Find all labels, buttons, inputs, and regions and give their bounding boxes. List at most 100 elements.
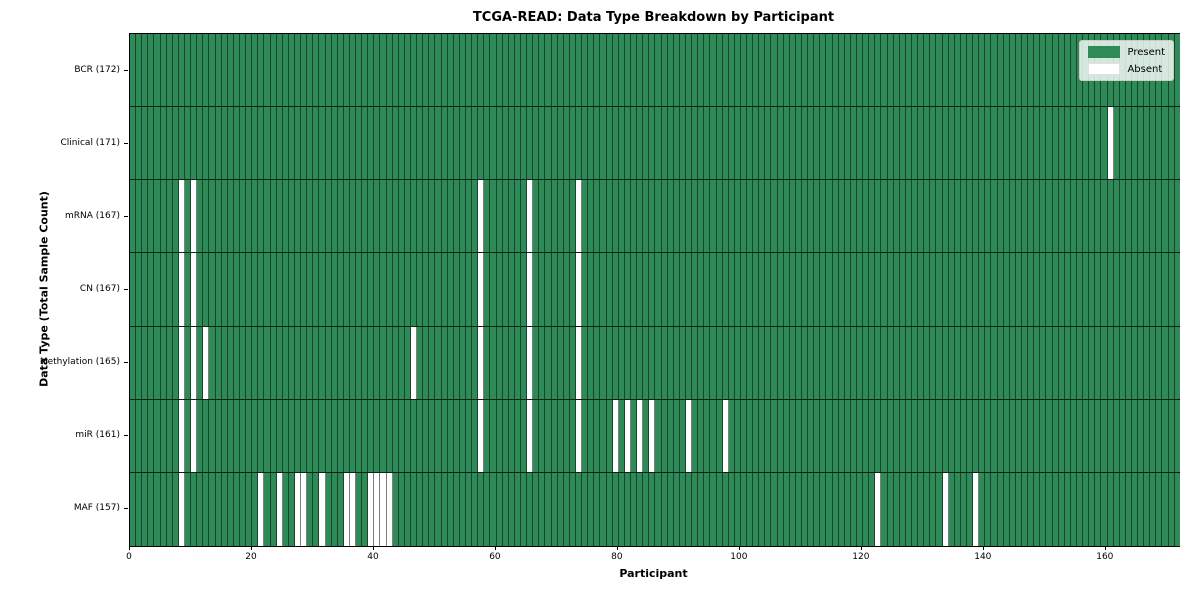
heatmap-cell	[356, 180, 363, 253]
heatmap-cell	[1046, 326, 1053, 399]
heatmap-cell	[423, 326, 430, 399]
heatmap-cell	[1083, 472, 1090, 546]
heatmap-cell	[209, 326, 216, 399]
heatmap-cell	[227, 107, 234, 180]
heatmap-cell	[1058, 107, 1065, 180]
heatmap-cell	[545, 180, 552, 253]
heatmap-cell	[844, 34, 851, 107]
heatmap-cell	[527, 34, 534, 107]
heatmap-cell	[148, 472, 155, 546]
heatmap-cell	[1119, 326, 1126, 399]
heatmap-cell	[521, 472, 528, 546]
heatmap-cell	[1150, 399, 1157, 472]
heatmap-cell	[1083, 253, 1090, 326]
heatmap-cell	[130, 180, 137, 253]
heatmap-cell	[484, 107, 491, 180]
heatmap-cell	[685, 180, 693, 253]
heatmap-cell	[527, 399, 534, 472]
heatmap-cell	[1119, 253, 1126, 326]
heatmap-cell	[912, 107, 919, 180]
heatmap-cell	[661, 180, 668, 253]
heatmap-cell	[948, 253, 955, 326]
heatmap-cell	[1052, 253, 1059, 326]
heatmap-cell	[753, 253, 760, 326]
heatmap-cell	[905, 107, 912, 180]
heatmap-cell	[386, 34, 393, 107]
heatmap-cell	[435, 180, 442, 253]
heatmap-cell	[795, 34, 803, 107]
heatmap-cell	[221, 34, 228, 107]
heatmap-cell	[136, 180, 143, 253]
heatmap-cell	[301, 253, 308, 326]
heatmap-cell	[575, 180, 583, 253]
heatmap-cell	[276, 472, 283, 546]
heatmap-cell	[1083, 180, 1090, 253]
x-axis-tick	[372, 546, 374, 550]
heatmap-cell	[374, 326, 381, 399]
heatmap-cell	[942, 34, 949, 107]
heatmap-cell	[1021, 326, 1029, 399]
heatmap-cell	[307, 34, 314, 107]
heatmap-cell	[966, 107, 974, 180]
heatmap-cell	[1138, 399, 1145, 472]
heatmap-cell	[655, 253, 662, 326]
heatmap-cell	[606, 180, 613, 253]
heatmap-cell	[912, 180, 919, 253]
heatmap-cell	[606, 34, 613, 107]
heatmap-cell	[227, 326, 234, 399]
heatmap-cell	[343, 253, 350, 326]
heatmap-cell	[704, 399, 711, 472]
heatmap-cell	[130, 472, 137, 546]
heatmap-cell	[453, 34, 460, 107]
heatmap-cell	[747, 34, 754, 107]
heatmap-cell	[148, 253, 155, 326]
heatmap-cell	[239, 326, 247, 399]
heatmap-cell	[466, 107, 473, 180]
heatmap-cell	[514, 107, 521, 180]
heatmap-cell	[264, 472, 271, 546]
heatmap-cell	[783, 472, 790, 546]
heatmap-cell	[239, 253, 247, 326]
heatmap-cell	[826, 399, 833, 472]
heatmap-cell	[1034, 180, 1041, 253]
heatmap-cell	[227, 34, 234, 107]
heatmap-cell	[569, 180, 576, 253]
heatmap-cell	[582, 399, 589, 472]
heatmap-cell	[258, 180, 265, 253]
heatmap-cell	[918, 399, 925, 472]
heatmap-cell	[252, 180, 259, 253]
heatmap-cell	[1101, 180, 1108, 253]
heatmap-cell	[221, 326, 228, 399]
heatmap-cell	[264, 34, 271, 107]
heatmap-cell	[1015, 253, 1022, 326]
heatmap-cell	[1058, 180, 1065, 253]
heatmap-cell	[1083, 399, 1090, 472]
heatmap-cell	[869, 34, 876, 107]
heatmap-cell	[130, 253, 137, 326]
heatmap-cell	[679, 107, 686, 180]
x-tick-label: 80	[611, 552, 623, 562]
heatmap-cell	[679, 472, 686, 546]
heatmap-cell	[795, 253, 803, 326]
heatmap-cell	[765, 107, 772, 180]
heatmap-cell	[973, 253, 980, 326]
heatmap-cell	[594, 326, 601, 399]
heatmap-cell	[1003, 326, 1010, 399]
heatmap-cell	[545, 253, 552, 326]
heatmap-cell	[356, 472, 363, 546]
heatmap-cell	[184, 253, 192, 326]
heatmap-cell	[557, 399, 564, 472]
legend: Present Absent	[1079, 40, 1174, 81]
heatmap-cell	[979, 326, 986, 399]
heatmap-cell	[343, 472, 350, 546]
heatmap-cell	[716, 34, 723, 107]
heatmap-cell	[514, 253, 521, 326]
heatmap-cell	[215, 107, 222, 180]
heatmap-cell	[337, 472, 344, 546]
heatmap-cell	[472, 326, 479, 399]
heatmap-cell	[136, 399, 143, 472]
heatmap-cell	[765, 253, 772, 326]
heatmap-cell	[814, 107, 821, 180]
heatmap-cell	[905, 326, 912, 399]
heatmap-cell	[912, 253, 919, 326]
